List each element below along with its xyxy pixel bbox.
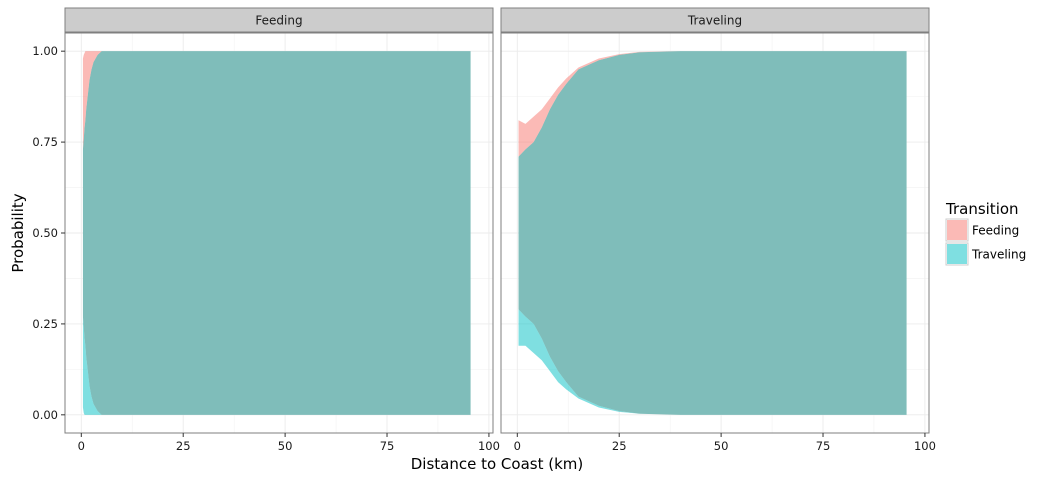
strip-label: Feeding bbox=[255, 14, 302, 28]
overlap-area bbox=[519, 51, 907, 415]
legend-label-traveling: Traveling bbox=[971, 248, 1026, 262]
overlap-area bbox=[83, 51, 471, 415]
x-tick-label: 25 bbox=[612, 439, 627, 453]
strip-label: Traveling bbox=[687, 14, 742, 28]
x-axis-title: Distance to Coast (km) bbox=[411, 455, 584, 473]
x-tick-label: 75 bbox=[816, 439, 831, 453]
legend-title: Transition bbox=[945, 200, 1019, 218]
x-tick-label: 50 bbox=[714, 439, 729, 453]
x-tick-label: 100 bbox=[478, 439, 500, 453]
x-tick-label: 0 bbox=[514, 439, 521, 453]
legend-key-traveling bbox=[947, 244, 967, 264]
panel-feeding: Feeding 0 25 50 75 100 bbox=[65, 8, 500, 453]
y-tick-label: 0.00 bbox=[32, 408, 58, 422]
x-tick-label: 100 bbox=[914, 439, 936, 453]
x-tick-label: 25 bbox=[176, 439, 191, 453]
panel-traveling: Traveling 0 25 50 75 100 bbox=[501, 8, 936, 453]
y-tick-label: 0.75 bbox=[32, 135, 58, 149]
x-tick-label: 75 bbox=[380, 439, 395, 453]
y-tick-label: 0.25 bbox=[32, 317, 58, 331]
x-tick-label: 0 bbox=[78, 439, 85, 453]
legend-label-feeding: Feeding bbox=[972, 224, 1019, 238]
legend-key-feeding bbox=[947, 220, 967, 240]
y-tick-label: 0.50 bbox=[32, 226, 58, 240]
y-tick-label: 1.00 bbox=[32, 44, 58, 58]
x-tick-label: 50 bbox=[278, 439, 293, 453]
y-axis-title: Probability bbox=[9, 193, 27, 272]
legend: Transition Feeding Traveling bbox=[945, 200, 1026, 265]
